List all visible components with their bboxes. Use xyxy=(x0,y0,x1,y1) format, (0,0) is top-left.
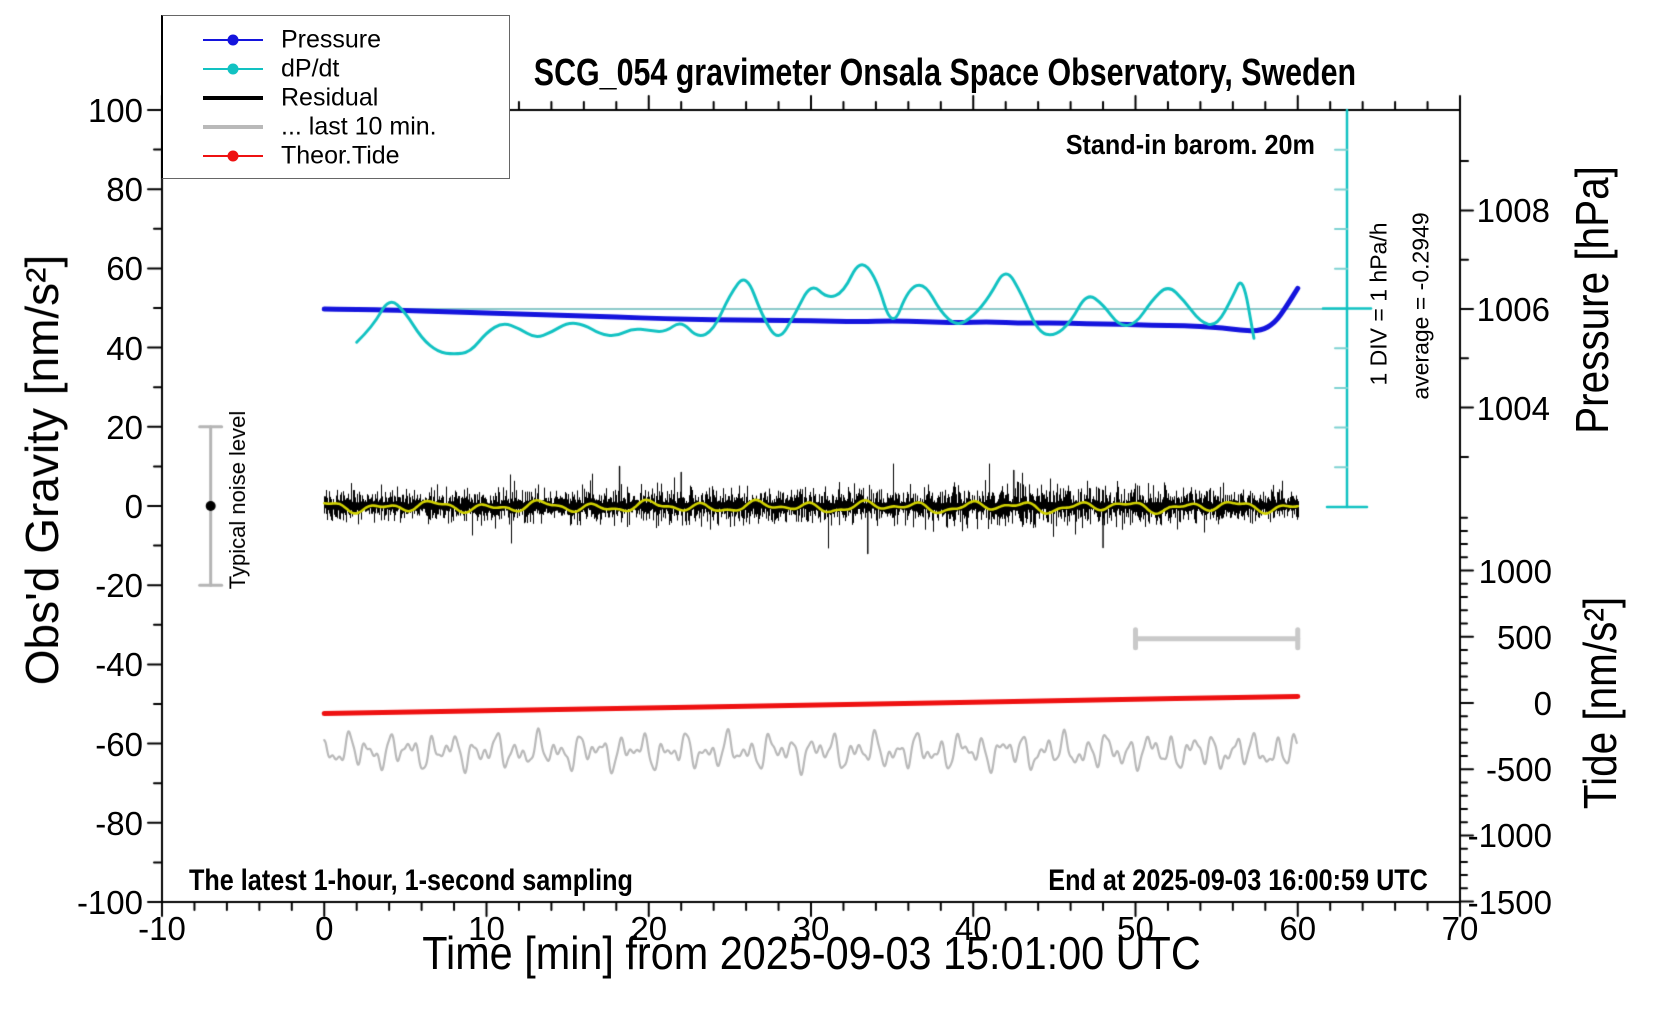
gravity-tick-label: -40 xyxy=(95,646,143,684)
page-title: SCG_054 gravimeter Onsala Space Observat… xyxy=(533,52,1357,94)
x-axis-label: Time [min] from 2025-09-03 15:01:00 UTC xyxy=(421,927,1201,979)
time-tick-label: 0 xyxy=(315,910,334,947)
pressure-tick-label: 1006 xyxy=(1476,291,1550,328)
legend-item-theor-tide: Theor.Tide xyxy=(163,141,509,170)
gravity-tick-label: -100 xyxy=(76,884,143,921)
legend-dot-icon xyxy=(227,150,239,161)
tide-tick-label: -1500 xyxy=(1467,883,1552,921)
gravity-tick-label: 20 xyxy=(106,408,143,446)
legend-label: Residual xyxy=(281,83,379,111)
legend-label: Pressure xyxy=(281,25,382,53)
end-at-annotation: End at 2025-09-03 16:00:59 UTC xyxy=(1048,864,1428,897)
legend-label: Theor.Tide xyxy=(281,141,400,169)
legend-line xyxy=(203,95,263,100)
gravity-tick-label: -60 xyxy=(95,725,143,763)
sampling-annotation: The latest 1-hour, 1-second sampling xyxy=(189,864,633,897)
legend-item-residual: Residual xyxy=(163,83,509,112)
time-tick-label: 10 xyxy=(468,910,505,947)
time-tick-label: 70 xyxy=(1441,910,1479,947)
gravity-tick-label: 100 xyxy=(87,92,143,129)
legend-item-pressure: Pressure xyxy=(163,25,509,54)
div-scale-annotation: 1 DIV = 1 hPa/h xyxy=(1365,222,1392,386)
y-axis-label-pressure: Pressure [hPa] xyxy=(1566,166,1618,434)
tide-tick-label: -500 xyxy=(1485,751,1552,789)
time-tick-label: 20 xyxy=(630,910,668,947)
average-annotation: average = -0.2949 xyxy=(1407,212,1434,400)
legend-item-dpdt: dP/dt xyxy=(163,54,509,83)
tide-tick-label: -1000 xyxy=(1467,817,1552,855)
pressure-tick-label: 1008 xyxy=(1476,192,1550,230)
gravity-tick-label: 0 xyxy=(124,488,143,525)
time-tick-label: 40 xyxy=(954,910,992,947)
legend-item-last10min: ... last 10 min. xyxy=(163,112,509,141)
tide-tick-label: 1000 xyxy=(1478,552,1552,590)
standin-barom-annotation: Stand-in barom. 20m xyxy=(1065,129,1315,160)
legend-label: ... last 10 min. xyxy=(281,112,437,140)
tide-tick-label: 0 xyxy=(1533,685,1552,722)
legend-dot-icon xyxy=(227,34,239,45)
gravity-tick-label: 60 xyxy=(106,250,143,288)
gravity-tick-label: -20 xyxy=(95,567,143,605)
legend: Pressure dP/dt Residual ... last 10 min.… xyxy=(161,15,510,179)
legend-line xyxy=(203,124,263,129)
time-tick-label: -10 xyxy=(138,910,186,947)
tide-tick-label: 500 xyxy=(1496,618,1552,656)
pressure-tick-label: 1004 xyxy=(1476,389,1550,427)
y-axis-label-tide: Tide [nm/s²] xyxy=(1574,596,1626,810)
legend-dot-icon xyxy=(227,63,239,74)
y-axis-label-gravity: Obs'd Gravity [nm/s²] xyxy=(16,254,68,686)
time-tick-label: 50 xyxy=(1117,910,1154,947)
typical-noise-level-label: Typical noise level xyxy=(225,410,250,590)
gravity-tick-label: -80 xyxy=(95,804,143,842)
legend-label: dP/dt xyxy=(281,54,340,82)
gravity-tick-label: 80 xyxy=(106,171,143,209)
time-tick-label: 30 xyxy=(792,910,830,947)
time-tick-label: 60 xyxy=(1279,910,1317,947)
gravity-tick-label: 40 xyxy=(106,329,143,367)
